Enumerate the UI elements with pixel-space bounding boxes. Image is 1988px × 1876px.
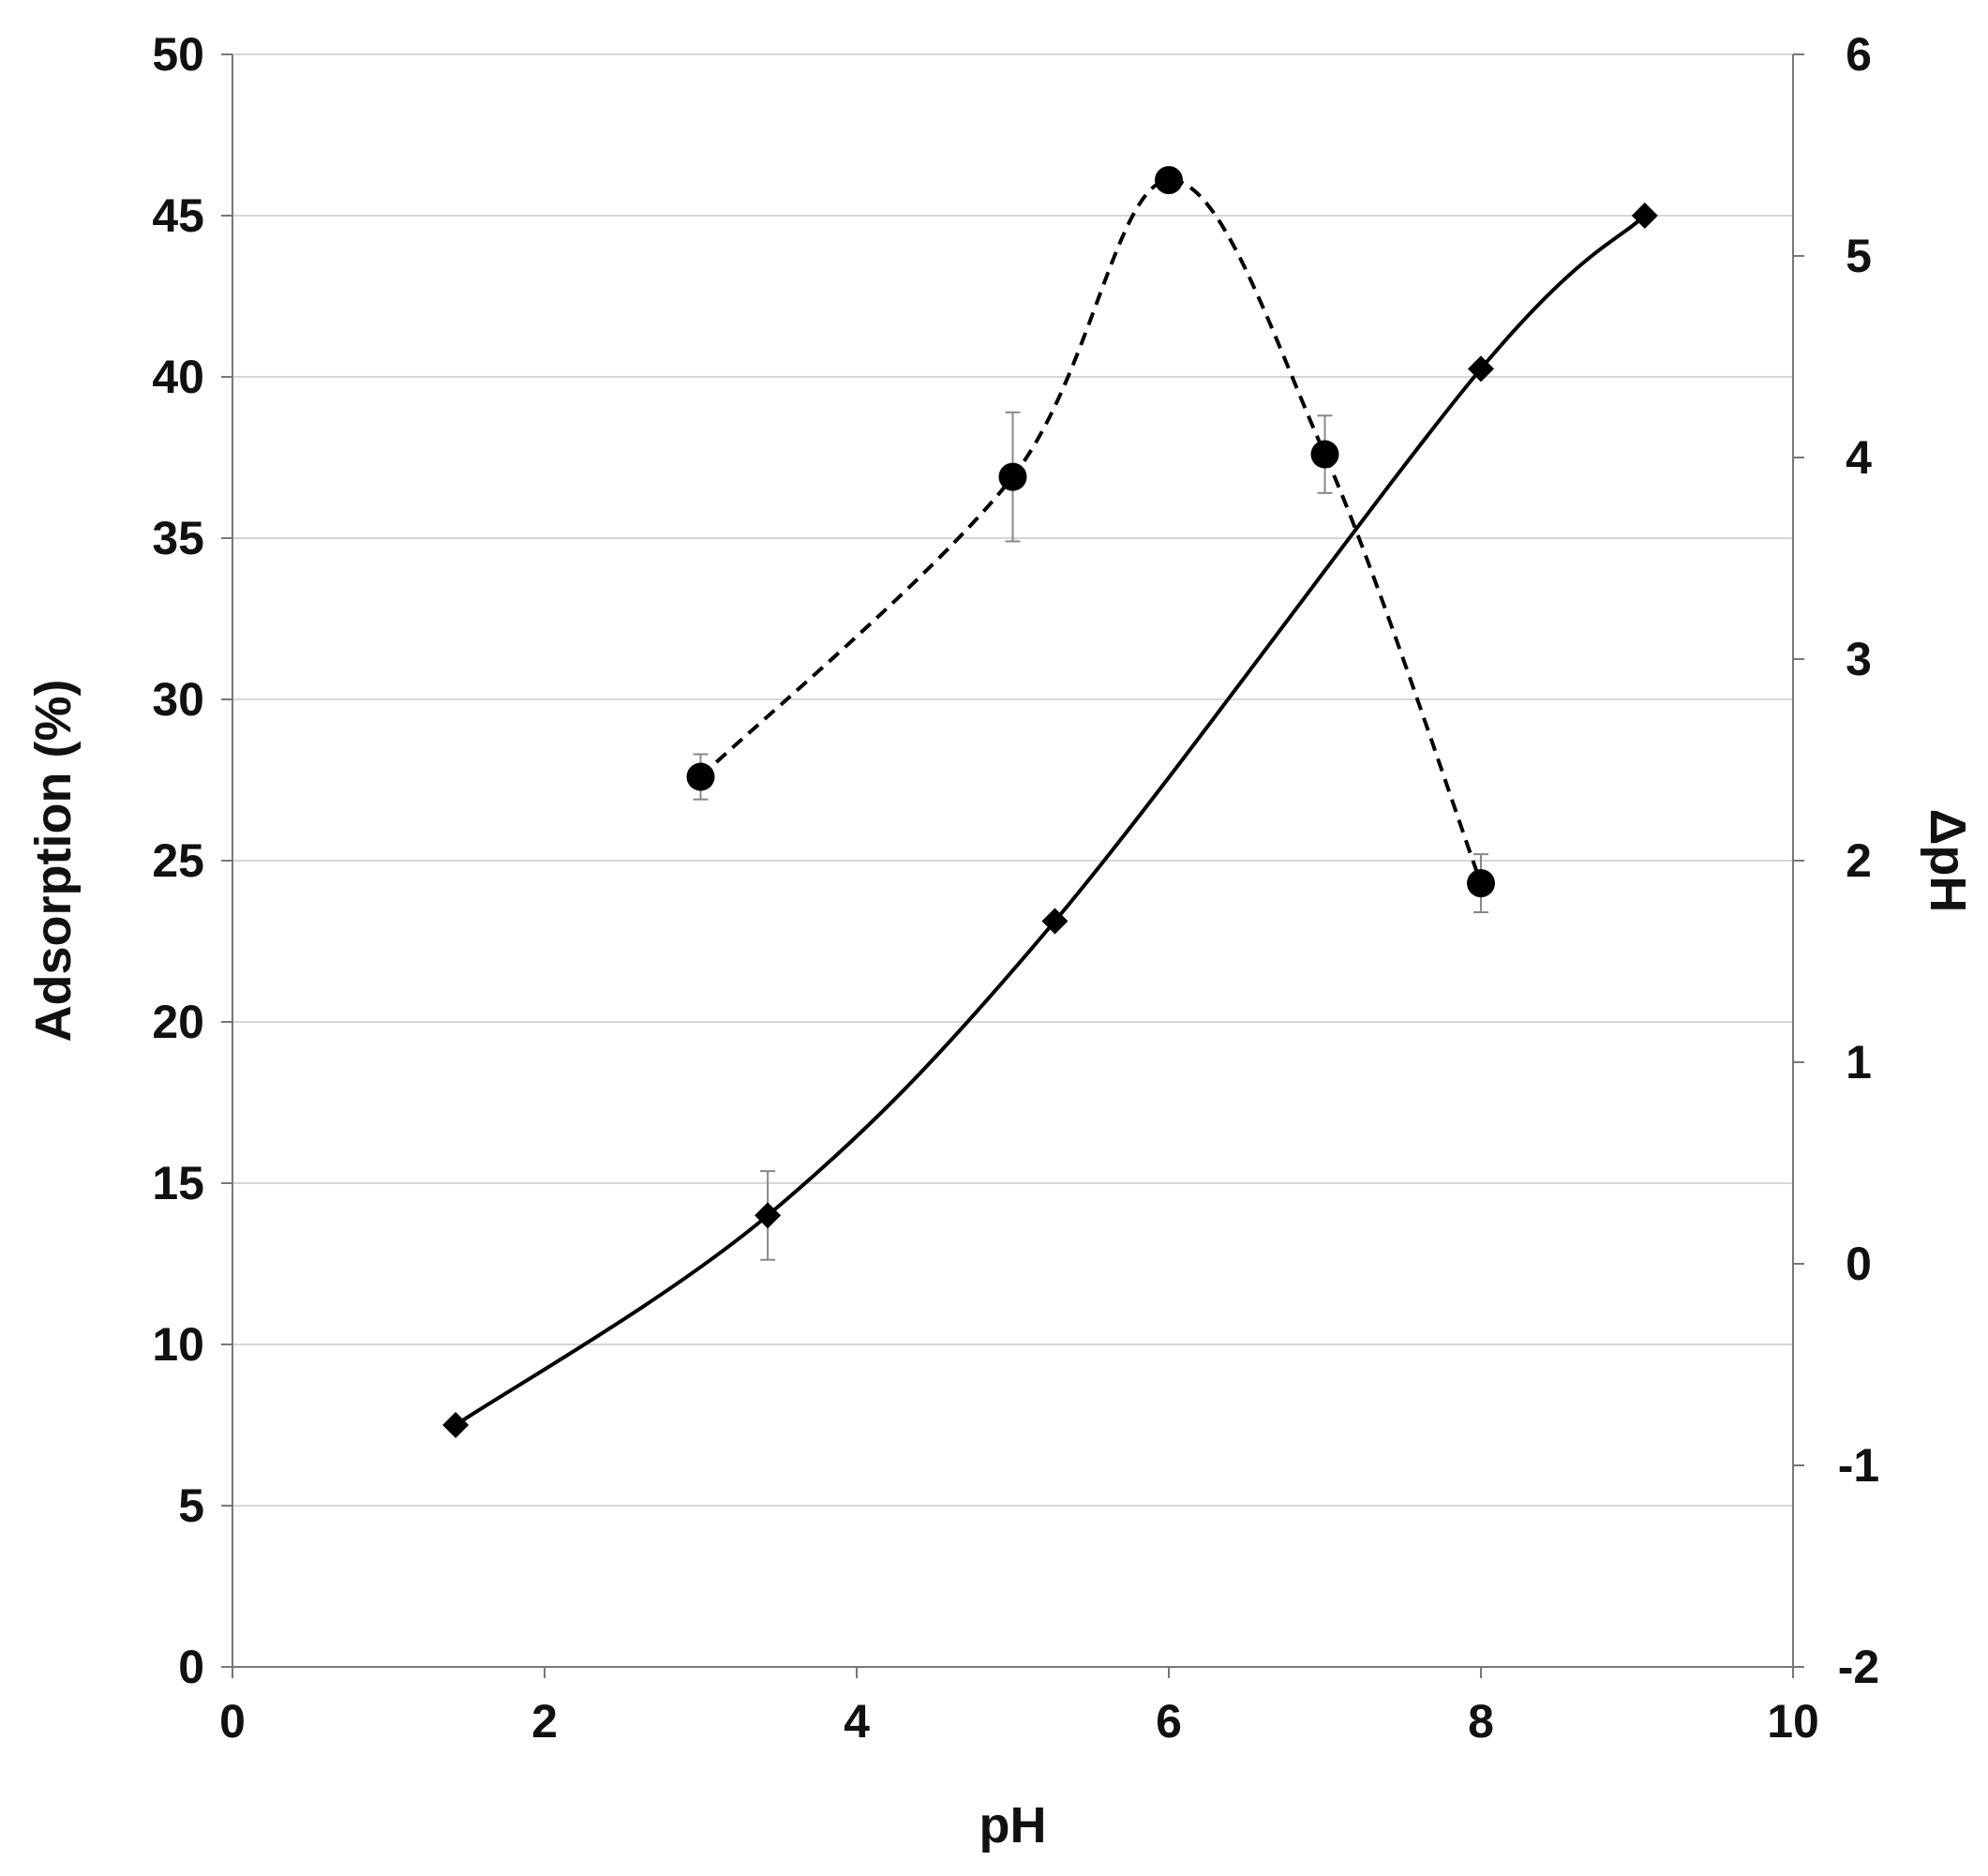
y-tick-label: 30 bbox=[152, 673, 204, 726]
series bbox=[442, 166, 1658, 1438]
x-tick-label: 6 bbox=[1156, 1695, 1182, 1748]
series-1-line bbox=[699, 178, 1483, 884]
data-point bbox=[755, 1202, 782, 1229]
x-tick-label: 2 bbox=[531, 1695, 558, 1748]
data-point bbox=[1467, 869, 1495, 898]
series-2-line bbox=[454, 214, 1647, 1427]
y-tick-label: 0 bbox=[178, 1641, 204, 1693]
x-tick-label: 8 bbox=[1468, 1695, 1494, 1748]
y-tick-label: 25 bbox=[152, 834, 204, 887]
y-tick-label: 35 bbox=[152, 512, 204, 564]
y-tick-label: 20 bbox=[152, 996, 204, 1048]
x-tick-label: 0 bbox=[219, 1695, 246, 1748]
y2-tick-label: 1 bbox=[1846, 1036, 1872, 1088]
y-tick-label: 5 bbox=[178, 1479, 204, 1532]
y2-tick-label: 4 bbox=[1846, 431, 1872, 484]
data-point bbox=[686, 762, 715, 791]
data-point bbox=[1468, 355, 1494, 383]
data-point bbox=[1631, 203, 1658, 229]
y2-tick-label: 5 bbox=[1846, 230, 1872, 282]
x-axis-title: pH bbox=[979, 1797, 1047, 1853]
y2-axis-title: ΔpH bbox=[1920, 809, 1976, 913]
y-tick-label: 50 bbox=[152, 28, 204, 81]
y2-tick-label: -1 bbox=[1838, 1439, 1879, 1492]
grid-lines bbox=[232, 53, 1793, 1507]
y2-tick-label: -2 bbox=[1838, 1641, 1879, 1693]
y-tick-label: 15 bbox=[152, 1157, 204, 1209]
y2-tick-label: 3 bbox=[1846, 633, 1872, 685]
x-tick-label: 10 bbox=[1767, 1695, 1819, 1748]
axes bbox=[221, 53, 1804, 1678]
y-tick-label: 45 bbox=[152, 189, 204, 242]
series-2 bbox=[442, 203, 1658, 1438]
y2-tick-label: 6 bbox=[1846, 28, 1872, 81]
data-point bbox=[442, 1412, 470, 1438]
y-tick-label: 10 bbox=[152, 1318, 204, 1371]
x-tick-label: 4 bbox=[844, 1695, 870, 1748]
y-tick-label: 40 bbox=[152, 351, 204, 403]
series-1 bbox=[686, 166, 1495, 914]
y-axis-title: Adsorption (%) bbox=[25, 680, 82, 1043]
data-point bbox=[1155, 166, 1183, 195]
y2-tick-label: 2 bbox=[1846, 834, 1872, 887]
data-point bbox=[1041, 908, 1069, 935]
y2-tick-label: 0 bbox=[1846, 1238, 1872, 1290]
data-point bbox=[1310, 440, 1339, 469]
data-point bbox=[998, 462, 1027, 491]
